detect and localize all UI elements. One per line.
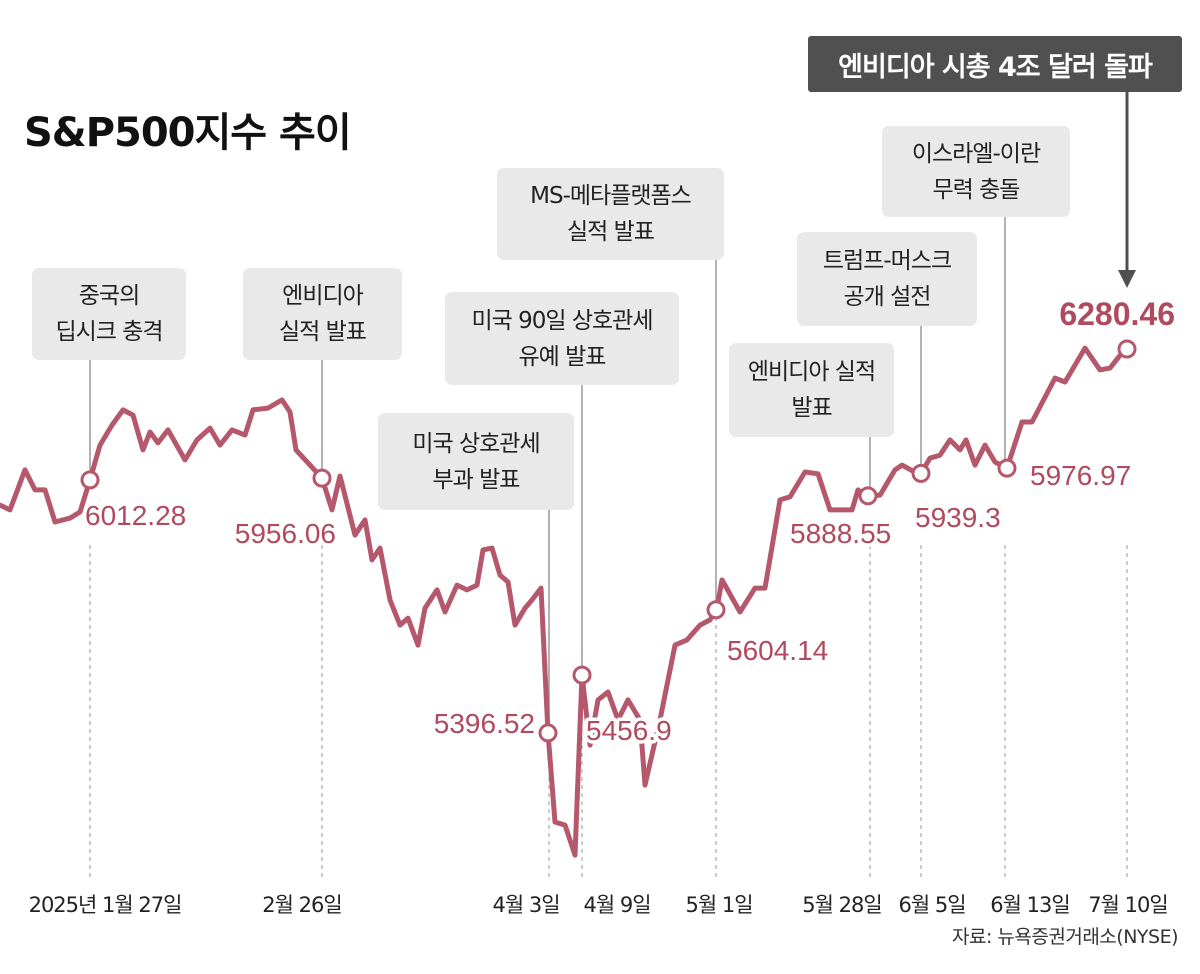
x-tick-label: 2월 26일 <box>262 893 342 917</box>
value-label: 5604.14 <box>727 635 828 666</box>
value-label: 5976.97 <box>1030 460 1131 491</box>
event-text: 유예 발표 <box>518 343 607 370</box>
x-tick-label: 4월 3일 <box>492 893 560 917</box>
chart-title: S&P500지수 추이 <box>24 110 352 156</box>
headline-box: 엔비디아 시총 4조 달러 돌파 <box>808 36 1182 92</box>
event-text: 엔비디아 실적 <box>747 359 876 385</box>
event-text: 이스라엘-이란 <box>911 140 1041 167</box>
value-label: 6280.46 <box>1059 296 1175 332</box>
x-tick-label: 6월 5일 <box>898 893 966 917</box>
event-marker <box>312 468 332 488</box>
event-marker <box>572 665 592 685</box>
event-text: 실적 발표 <box>279 319 367 345</box>
x-tick-label: 2025년 1월 27일 <box>28 893 183 917</box>
event-text: 미국 90일 상호관세 <box>471 307 653 334</box>
event-text: 발표 <box>791 395 832 421</box>
event-text: MS-메타플랫폼스 <box>530 183 692 209</box>
x-tick-label: 4월 9일 <box>583 893 651 917</box>
value-label: 5888.55 <box>790 518 891 549</box>
value-label: 5396.52 <box>434 708 535 739</box>
value-label: 5939.3 <box>915 502 1001 533</box>
event-text: 공개 설전 <box>843 284 932 310</box>
value-label: 5456.9 <box>586 715 672 746</box>
event-text: 미국 상호관세 <box>412 430 540 457</box>
x-tick-label: 6월 13일 <box>990 893 1070 917</box>
event-marker <box>80 470 100 490</box>
x-tick-label: 5월 28일 <box>802 893 882 917</box>
x-tick-label: 7월 10일 <box>1088 893 1168 917</box>
x-tick-label: 5월 1일 <box>685 893 753 917</box>
event-text: 무력 충돌 <box>932 176 1021 203</box>
event-text: 딥시크 충격 <box>55 319 163 345</box>
source-note: 자료: 뉴욕증권거래소(NYSE) <box>952 926 1178 948</box>
event-marker <box>911 463 931 483</box>
event-marker <box>1117 339 1137 359</box>
event-text: 중국의 <box>78 283 140 309</box>
event-marker <box>706 600 726 620</box>
value-label: 5956.06 <box>235 518 336 549</box>
event-text: 트럼프-머스크 <box>822 248 952 274</box>
event-text: 엔비디아 <box>282 283 364 309</box>
value-label: 6012.28 <box>85 500 186 531</box>
event-text: 실적 발표 <box>567 219 655 245</box>
arrow-down-icon <box>1118 270 1136 288</box>
event-marker <box>997 458 1017 478</box>
event-marker <box>538 723 558 743</box>
event-marker <box>858 486 878 506</box>
event-text: 부과 발표 <box>432 466 521 493</box>
